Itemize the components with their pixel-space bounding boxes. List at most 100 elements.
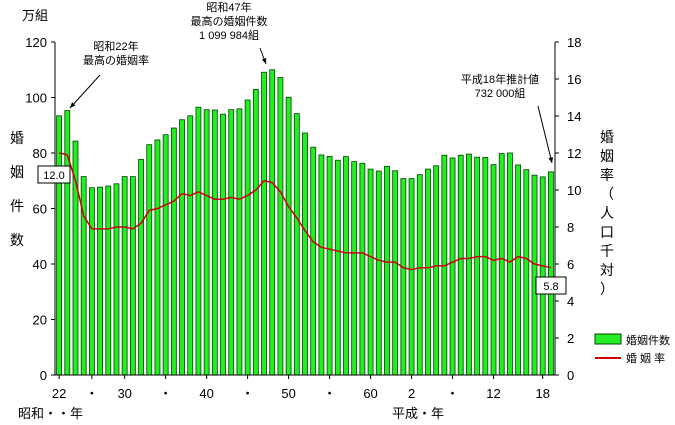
annotation-0-arrowhead — [70, 102, 76, 108]
bar-23 — [244, 99, 251, 376]
left-tick-label-2: 40 — [33, 257, 47, 272]
bar-10 — [138, 158, 144, 376]
x-tick-label-3: ・ — [159, 386, 172, 401]
annotation-2-arrowhead — [548, 157, 553, 163]
legend-swatch-count — [594, 333, 622, 345]
legend-label-count: 婚姻件数 — [626, 333, 670, 347]
left-axis-title-char-1: 姻 — [10, 164, 24, 180]
right-tick-label-0: 0 — [567, 368, 574, 383]
bar-22 — [236, 108, 243, 376]
bar-42 — [400, 178, 407, 376]
bar-52 — [482, 157, 489, 376]
bar-8 — [121, 176, 128, 376]
bar-9 — [129, 176, 136, 376]
x-tick-label-2: 30 — [117, 386, 131, 401]
bar-14 — [170, 127, 177, 376]
x-tick-label-9: 2 — [408, 386, 415, 401]
bar-6 — [105, 185, 112, 376]
x-tick-label-10: ・ — [446, 386, 459, 401]
bar-20 — [220, 113, 226, 376]
x-tick-label-5: ・ — [241, 386, 254, 401]
bar-34 — [334, 159, 341, 376]
bar-4 — [88, 187, 95, 376]
annotation-0-arrow — [69, 74, 101, 109]
bar-13 — [162, 134, 169, 376]
right-axis-title-char-3: （ — [600, 186, 614, 202]
bar-11 — [146, 144, 153, 376]
bar-40 — [384, 165, 390, 376]
bar-1 — [64, 110, 71, 376]
bar-49 — [457, 154, 464, 376]
annotation-1-line-1: 最高の婚姻件数 — [191, 14, 268, 28]
era-label-showa: 昭和・・年 — [18, 406, 83, 421]
x-tick-label-8: 60 — [363, 386, 377, 401]
left-tick-label-3: 60 — [33, 202, 47, 217]
bar-24 — [252, 89, 259, 376]
bar-53 — [490, 164, 497, 376]
left-tick-label-4: 80 — [33, 146, 47, 161]
bar-17 — [195, 106, 202, 376]
start-rate-label: 12.0 — [43, 170, 64, 182]
left-axis-title-char-3: 数 — [10, 232, 24, 248]
bar-26 — [269, 69, 276, 376]
annotation-1-arrowhead — [261, 58, 267, 64]
left-tick-label-6: 120 — [25, 35, 47, 50]
bar-21 — [228, 109, 235, 376]
right-axis-title-char-1: 姻 — [600, 148, 614, 164]
bar-58 — [531, 174, 538, 376]
right-tick-label-9: 18 — [567, 35, 581, 50]
annotation-2-line-0: 平成18年推計値 — [461, 72, 539, 86]
right-tick-label-5: 10 — [567, 183, 581, 198]
left-axis-title-char-0: 婚 — [10, 130, 24, 146]
marriage-count-bars — [56, 69, 554, 376]
left-tick-label-5: 100 — [25, 91, 47, 106]
right-tick-label-7: 14 — [567, 109, 581, 124]
legend-label-rate: 婚 姻 率 — [626, 351, 665, 365]
bar-55 — [507, 152, 513, 376]
x-tick-label-7: ・ — [323, 386, 336, 401]
bar-45 — [425, 168, 431, 376]
annotation-1-line-2: 1 099 984組 — [199, 29, 259, 42]
x-tick-label-0: 22 — [52, 386, 66, 401]
bar-15 — [179, 119, 185, 376]
end-rate-label: 5.8 — [543, 281, 558, 293]
bar-57 — [523, 169, 530, 376]
left-tick-label-0: 0 — [40, 368, 47, 383]
x-tick-label-12: 18 — [535, 386, 549, 401]
annotation-2-line-1: 732 000組 — [475, 87, 526, 100]
right-axis-title-char-0: 婚 — [600, 129, 614, 145]
right-tick-label-1: 2 — [567, 331, 574, 346]
bar-48 — [449, 157, 456, 376]
axis-labels: 0 20 40 60 80 100 120 0 2 4 6 8 10 12 14 16 18 22 ・ 30 ・ 40 ・ 5… — [10, 8, 614, 421]
right-axis-title-char-4: 人 — [600, 205, 614, 221]
bar-31 — [310, 146, 317, 376]
bar-46 — [433, 165, 440, 376]
annotation-2-arrow — [537, 105, 553, 164]
x-tick-label-4: 40 — [199, 386, 213, 401]
bar-59 — [539, 176, 546, 376]
right-tick-label-4: 8 — [567, 220, 574, 235]
right-axis-title-char-8: ） — [600, 281, 614, 297]
left-tick-label-1: 20 — [33, 313, 47, 328]
x-tick-label-6: 50 — [281, 386, 295, 401]
bar-36 — [351, 161, 358, 376]
bar-12 — [154, 139, 161, 376]
bar-38 — [367, 168, 374, 376]
right-axis-title-char-6: 千 — [600, 243, 614, 259]
bar-25 — [261, 71, 267, 376]
annotation-1-line-0: 昭和47年 — [206, 0, 251, 14]
bar-56 — [515, 164, 522, 376]
end-rate-box — [535, 276, 567, 295]
bar-43 — [408, 178, 415, 376]
start-rate-box — [37, 165, 71, 184]
marriage-rate-line-layer — [58, 152, 552, 271]
bar-37 — [359, 162, 366, 376]
right-tick-label-2: 4 — [567, 294, 574, 309]
bar-28 — [285, 96, 292, 376]
bar-54 — [498, 153, 505, 376]
bar-51 — [474, 156, 481, 376]
bar-44 — [416, 174, 423, 376]
right-axis-title-char-7: 対 — [600, 262, 614, 278]
